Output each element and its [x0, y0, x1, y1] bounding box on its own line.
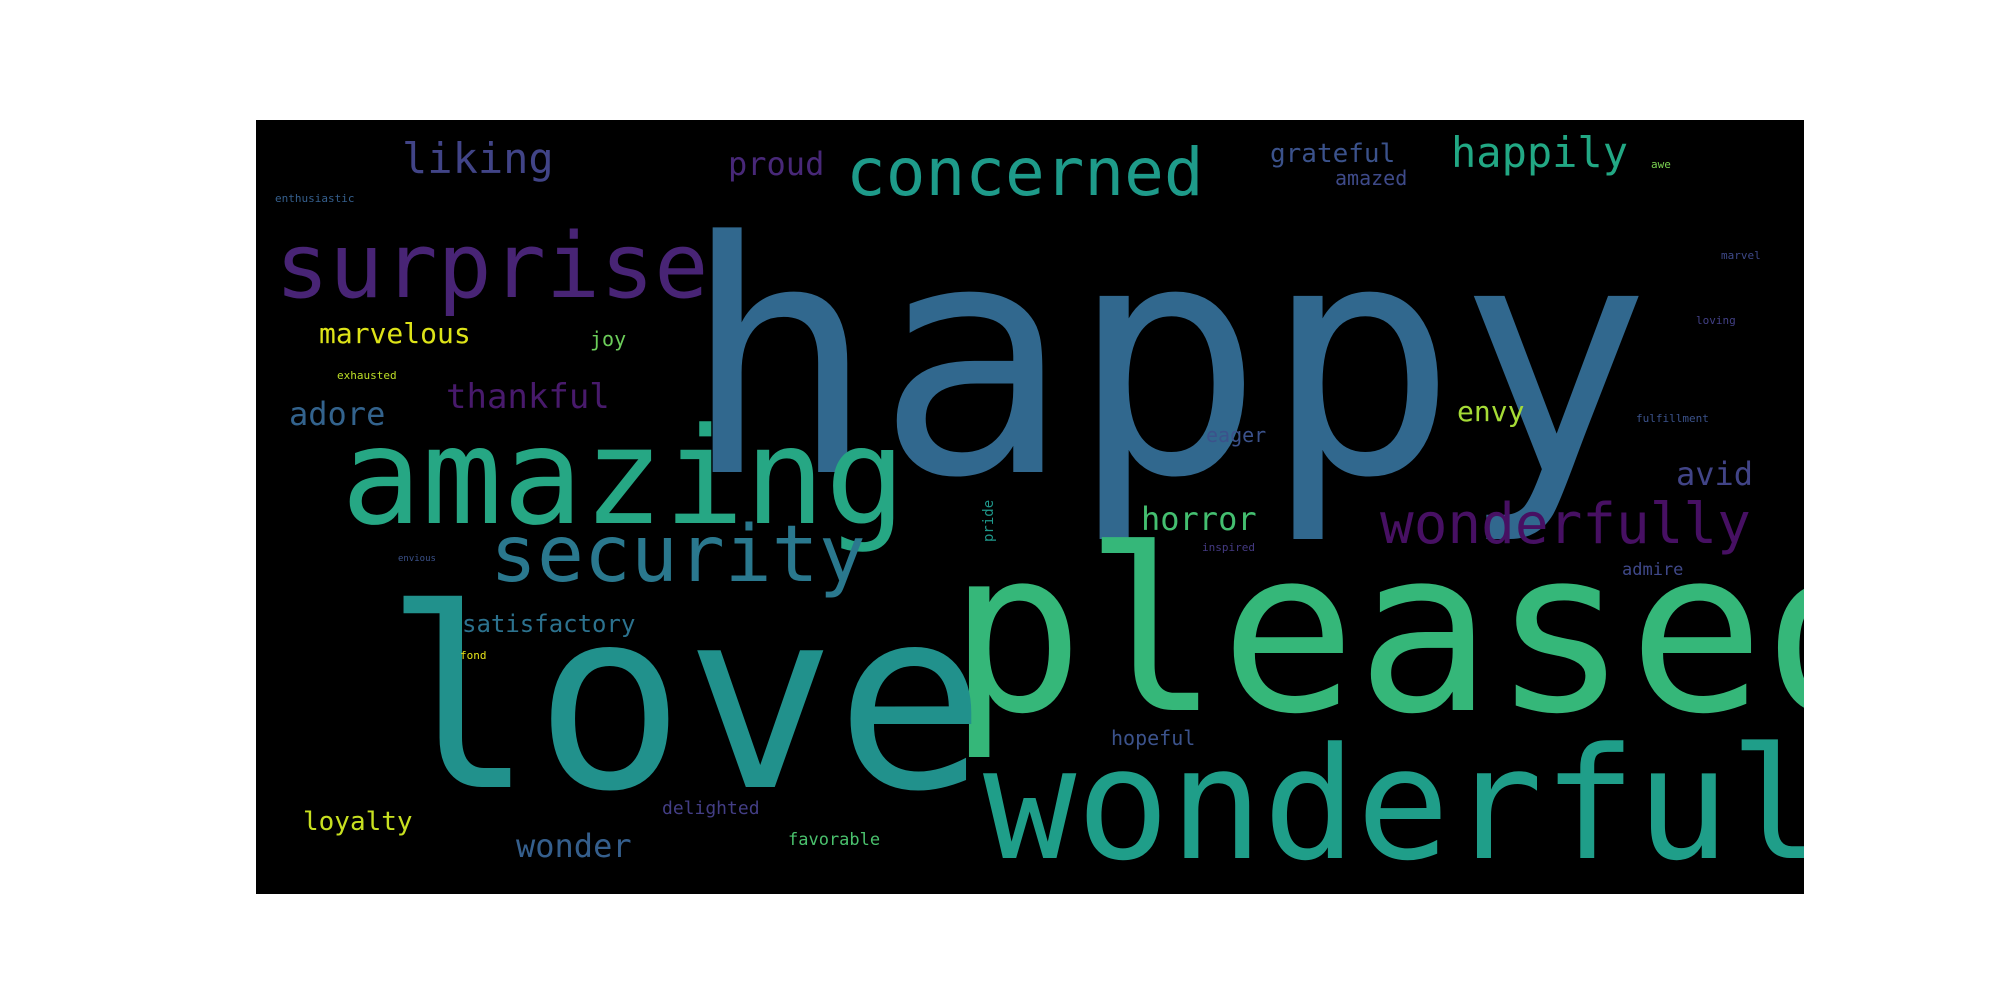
word-envious: envious: [398, 554, 436, 564]
word-admire: admire: [1622, 560, 1684, 580]
word-satisfactory: satisfactory: [462, 610, 636, 638]
word-delighted: delighted: [662, 798, 760, 819]
word-enthusiastic: enthusiastic: [275, 192, 355, 205]
word-proud: proud: [728, 145, 825, 183]
word-marvel: marvel: [1721, 249, 1761, 262]
word-avid: avid: [1676, 455, 1754, 493]
word-fulfillment: fulfillment: [1636, 412, 1709, 425]
word-exhausted: exhausted: [337, 369, 397, 382]
word-favorable: favorable: [788, 830, 881, 850]
word-happily: happily: [1451, 128, 1629, 177]
word-grateful: grateful: [1270, 139, 1396, 169]
word-inspired: inspired: [1202, 541, 1255, 554]
word-horror: horror: [1141, 500, 1257, 538]
word-envy: envy: [1457, 395, 1525, 428]
word-amazing: amazing: [341, 399, 906, 555]
word-awe: awe: [1651, 158, 1671, 171]
word-cloud: happy pleased love wonderful amazing sur…: [256, 120, 1804, 894]
word-fond: fond: [460, 649, 487, 662]
word-wonderful: wonderful: [983, 714, 1804, 894]
word-concerned: concerned: [846, 134, 1204, 211]
word-marvelous: marvelous: [319, 317, 471, 350]
word-hopeful: hopeful: [1111, 726, 1196, 750]
word-pleased: pleased: [948, 501, 1804, 764]
word-pride: pride: [981, 499, 997, 542]
word-wonder: wonder: [516, 827, 632, 865]
word-surprise: surprise: [275, 214, 709, 319]
word-eager: eager: [1206, 423, 1267, 447]
word-loving: loving: [1696, 314, 1736, 327]
word-security: security: [490, 510, 866, 600]
word-happy: happy: [682, 173, 1652, 548]
word-adore: adore: [289, 395, 386, 433]
word-wonderfully: wonderfully: [1380, 492, 1751, 557]
word-liking: liking: [402, 134, 554, 183]
word-amazed: amazed: [1335, 166, 1408, 190]
word-thankful: thankful: [446, 377, 610, 417]
word-joy: joy: [590, 327, 627, 351]
word-love: love: [384, 555, 987, 846]
word-loyalty: loyalty: [303, 807, 413, 837]
